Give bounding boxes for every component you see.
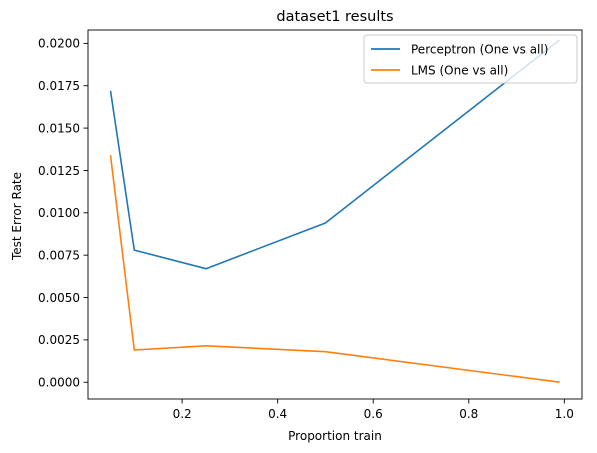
- x-axis: 0.2 0.4 0.6 0.8 1.0: [173, 399, 574, 421]
- y-tick-label: 0.0150: [38, 121, 80, 135]
- x-tick-label: 0.6: [364, 407, 383, 421]
- y-tick-label: 0.0125: [38, 164, 80, 178]
- y-tick-label: 0.0175: [38, 79, 80, 93]
- series-line-0: [109, 39, 560, 270]
- legend: Perceptron (One vs all) LMS (One vs all): [363, 34, 578, 84]
- legend-label-0: Perceptron (One vs all): [411, 42, 548, 56]
- legend-box: [363, 34, 578, 84]
- y-tick-label: 0.0000: [38, 376, 80, 390]
- x-tick-label: 0.4: [268, 407, 287, 421]
- x-tick-label: 0.8: [459, 407, 478, 421]
- y-tick-label: 0.0200: [38, 37, 80, 51]
- x-tick-label: 1.0: [555, 407, 574, 421]
- y-tick-label: 0.0100: [38, 206, 80, 220]
- plot-area: [109, 39, 560, 383]
- y-axis-label: Test Error Rate: [10, 172, 24, 261]
- y-tick-label: 0.0025: [38, 333, 80, 347]
- y-tick-label: 0.0075: [38, 248, 80, 262]
- chart-title: dataset1 results: [276, 9, 393, 25]
- x-axis-label: Proportion train: [288, 429, 382, 443]
- series-line-1: [109, 155, 560, 383]
- legend-label-1: LMS (One vs all): [411, 63, 508, 77]
- plot-frame: [87, 29, 583, 400]
- x-tick-label: 0.2: [173, 407, 192, 421]
- y-axis: 0.0000 0.0025 0.0050 0.0075 0.0100 0.0125 0.01…: [38, 37, 88, 390]
- y-tick-label: 0.0050: [38, 291, 80, 305]
